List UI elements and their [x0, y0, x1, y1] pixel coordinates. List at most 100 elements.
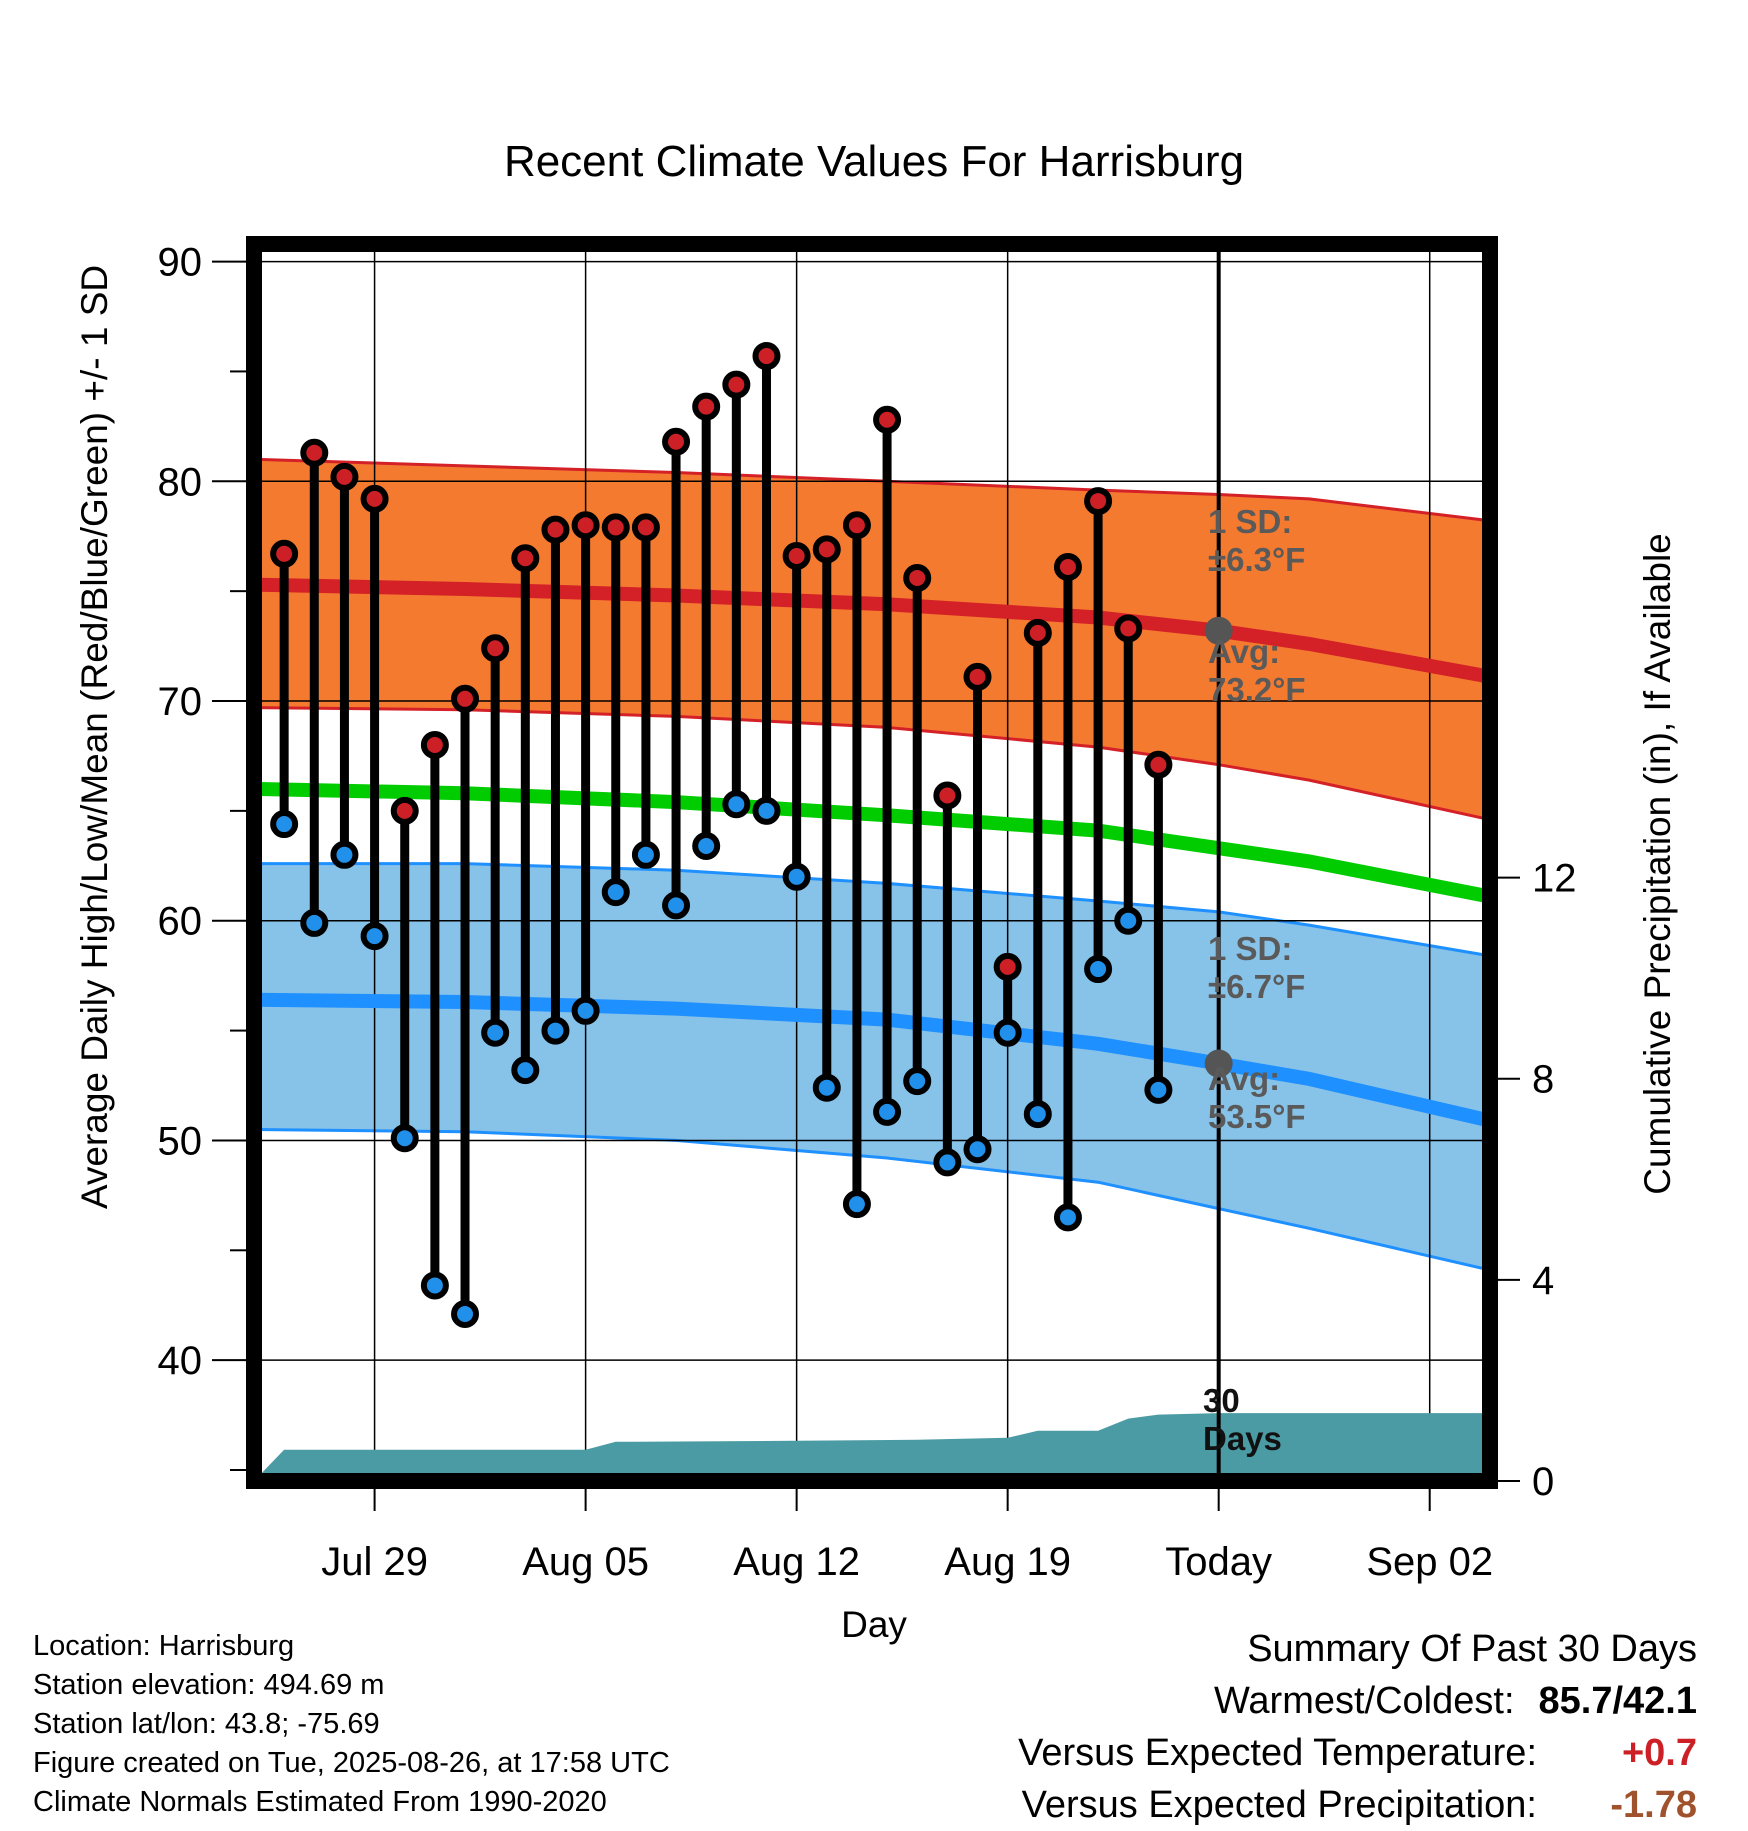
low-sd-label: 1 SD: ±6.7°F — [1208, 930, 1305, 1005]
low-point — [873, 1097, 902, 1126]
y-tick-label: 60 — [158, 900, 203, 944]
high-point — [1084, 487, 1113, 516]
high-point — [360, 484, 389, 513]
low-point — [722, 790, 751, 819]
low-point — [541, 1016, 570, 1045]
high-point — [541, 515, 570, 544]
y-tick-label: 80 — [158, 460, 203, 504]
precip-label: Versus Expected Precipitation: — [1021, 1784, 1537, 1826]
high-sd-upper-line — [253, 457, 1491, 523]
high-point — [842, 511, 871, 540]
high-point — [722, 370, 751, 399]
low-point — [782, 862, 811, 891]
warm-cold-row: Warmest/Coldest: 85.7/42.1 — [1018, 1675, 1697, 1727]
y2-tick-label: 0 — [1532, 1460, 1554, 1504]
high-point — [511, 544, 540, 573]
low-point — [511, 1056, 540, 1085]
y-tick-label: 50 — [158, 1119, 203, 1163]
location-text: Location: Harrisburg — [33, 1630, 295, 1662]
low-point — [903, 1067, 932, 1096]
low-point — [571, 996, 600, 1025]
elevation-text: Station elevation: 494.69 m — [33, 1669, 385, 1701]
precip-area — [254, 1413, 1490, 1481]
low-point — [933, 1148, 962, 1177]
high-point — [390, 796, 419, 825]
x-tick-label: Aug 05 — [522, 1540, 649, 1584]
y2-tick-label: 4 — [1532, 1259, 1554, 1303]
high-point — [420, 730, 449, 759]
high-point — [782, 541, 811, 570]
summary-heading: Summary Of Past 30 Days — [1247, 1628, 1697, 1670]
high-point — [270, 539, 299, 568]
plot-area: 1 SD: ±6.3°F Avg: 73.2°F 1 SD: ±6.7°F Avg: 53.5… — [253, 244, 1492, 1481]
low-point — [1144, 1075, 1173, 1104]
temp-label: Versus Expected Temperature: — [1018, 1732, 1537, 1774]
high-point — [601, 513, 630, 542]
x-tick-label: Sep 02 — [1366, 1540, 1493, 1584]
temp-row: Versus Expected Temperature: +0.7 — [1018, 1727, 1697, 1779]
chart-title: Recent Climate Values For Harrisburg — [504, 137, 1244, 186]
low-point — [1053, 1203, 1082, 1232]
low-avg-label: Avg: 53.5°F — [1208, 1060, 1306, 1135]
low-point — [300, 908, 329, 937]
low-point — [270, 810, 299, 839]
high-point — [692, 392, 721, 421]
y-tick-label: 40 — [158, 1339, 203, 1383]
high-point — [1023, 618, 1052, 647]
low-sd-band — [254, 863, 1490, 1271]
high-point — [903, 563, 932, 592]
high-avg-label: Avg: 73.2°F — [1208, 633, 1306, 708]
warm-cold-label: Warmest/Coldest: — [1213, 1680, 1515, 1722]
low-point — [451, 1300, 480, 1329]
latlon-text: Station lat/lon: 43.8; -75.69 — [33, 1708, 380, 1740]
low-point — [1023, 1100, 1052, 1129]
normals-text: Climate Normals Estimated From 1990-2020 — [33, 1786, 607, 1818]
low-point — [360, 922, 389, 951]
high-sd-lower-line — [253, 706, 1491, 822]
high-normal-line — [253, 577, 1492, 684]
low-point — [662, 891, 691, 920]
x-tick-label: Today — [1165, 1540, 1272, 1584]
low-point — [752, 796, 781, 825]
high-point — [300, 438, 329, 467]
created-text: Figure created on Tue, 2025-08-26, at 17… — [33, 1747, 670, 1779]
low-point — [812, 1073, 841, 1102]
plot-frame — [246, 236, 1498, 1489]
high-point — [662, 427, 691, 456]
mean-normal-line — [253, 781, 1492, 904]
low-point — [692, 832, 721, 861]
low-point — [601, 878, 630, 907]
precip-days-label: 30 Days — [1203, 1382, 1282, 1457]
low-point — [481, 1018, 510, 1047]
y-axis-title: Average Daily High/Low/Mean (Red/Blue/Gr… — [74, 265, 115, 1209]
high-point — [1114, 614, 1143, 643]
low-point — [1084, 955, 1113, 984]
high-point — [631, 513, 660, 542]
low-point — [330, 840, 359, 869]
high-point — [1144, 750, 1173, 779]
today-low-avg-marker — [1204, 1049, 1233, 1078]
low-point — [1114, 906, 1143, 935]
summary-panel: Summary Of Past 30 Days Warmest/Coldest:… — [1018, 1623, 1697, 1831]
high-point — [752, 342, 781, 371]
high-point — [1053, 552, 1082, 581]
y-tick-label: 70 — [158, 680, 203, 724]
precip-value: -1.78 — [1610, 1784, 1697, 1826]
y2-tick-label: 8 — [1532, 1058, 1554, 1102]
high-point — [571, 511, 600, 540]
low-point — [842, 1190, 871, 1219]
y2-tick-label: 12 — [1532, 857, 1577, 901]
today-high-avg-marker — [1204, 616, 1233, 645]
high-point — [963, 662, 992, 691]
warm-cold-value: 85.7/42.1 — [1538, 1680, 1697, 1722]
high-point — [812, 535, 841, 564]
x-tick-label: Aug 12 — [733, 1540, 860, 1584]
high-point — [933, 781, 962, 810]
x-axis-title: Day — [841, 1604, 907, 1645]
low-sd-lower-line — [253, 1128, 1491, 1272]
x-tick-label: Jul 29 — [321, 1540, 428, 1584]
high-point — [481, 634, 510, 663]
low-point — [420, 1271, 449, 1300]
precip-row: Versus Expected Precipitation: -1.78 — [1018, 1779, 1697, 1831]
